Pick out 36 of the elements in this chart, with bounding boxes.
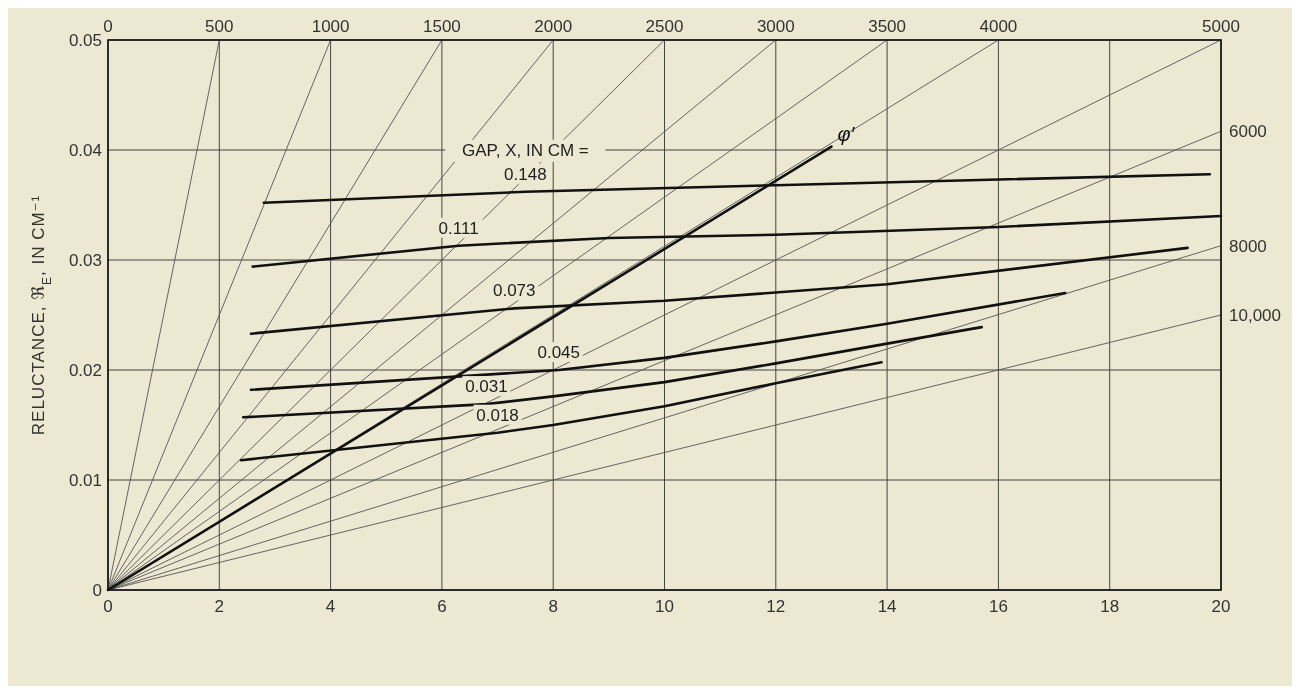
x2-tick-label: 3000	[756, 17, 795, 36]
x2-tick-label: 1000	[311, 17, 350, 36]
x-tick-label: 4	[325, 597, 336, 616]
x-tick-label: 2	[214, 597, 225, 616]
series-label: 8000	[1229, 236, 1267, 256]
y-tick-label: 0	[92, 581, 102, 600]
x-tick-label: 20	[1211, 597, 1231, 616]
y-tick-label: 0.04	[68, 141, 102, 160]
x-tick-label: 18	[1100, 597, 1120, 616]
x2-tick-label: 4000	[979, 17, 1018, 36]
x2-tick-label: 2000	[534, 17, 573, 36]
series-label: 0.148	[504, 164, 547, 184]
series-label: 0.045	[537, 343, 581, 362]
series-label: 6000	[1229, 122, 1267, 142]
x-tick-label: 16	[988, 597, 1008, 616]
x-tick-label: 10	[655, 597, 674, 616]
series-label: 0.018	[476, 405, 519, 425]
series-label: 10,000	[1229, 306, 1281, 325]
x2-tick-label: 3500	[868, 17, 907, 36]
x-tick-label: 12	[766, 597, 786, 616]
x-tick-label: 14	[877, 597, 897, 616]
y-tick-label: 0.03	[68, 251, 102, 270]
series-label: φ′	[837, 122, 856, 145]
y-tick-label: 0.02	[68, 361, 102, 380]
x-tick-label: 8	[548, 597, 558, 616]
x2-tick-label: 500	[205, 17, 234, 36]
series-label: 0.111	[438, 218, 479, 238]
x2-tick-label: 1500	[422, 17, 461, 36]
y-tick-label: 0.05	[68, 31, 102, 50]
x-tick-label: 6	[437, 597, 447, 616]
series-label: 0.073	[492, 281, 536, 301]
series-label: 0.031	[465, 377, 508, 397]
legend-title: GAP, X, IN CM =	[461, 140, 589, 160]
x2-tick-label: 2500	[645, 17, 684, 36]
y-tick-label: 0.01	[68, 471, 102, 490]
x2-tick-label: 5000	[1202, 17, 1240, 36]
